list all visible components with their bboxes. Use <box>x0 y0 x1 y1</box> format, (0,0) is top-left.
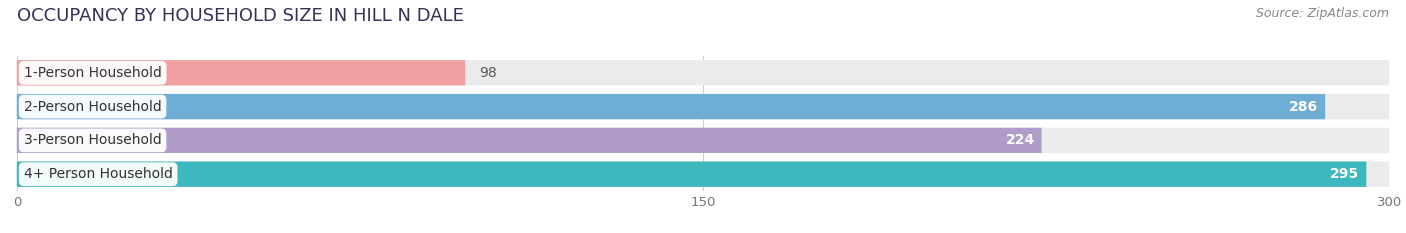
Text: 286: 286 <box>1289 99 1319 114</box>
FancyBboxPatch shape <box>17 128 1042 153</box>
Text: 2-Person Household: 2-Person Household <box>24 99 162 114</box>
FancyBboxPatch shape <box>17 128 1389 153</box>
FancyBboxPatch shape <box>17 60 465 86</box>
Text: 3-Person Household: 3-Person Household <box>24 133 162 147</box>
FancyBboxPatch shape <box>17 60 1389 86</box>
Text: 1-Person Household: 1-Person Household <box>24 66 162 80</box>
Text: 295: 295 <box>1330 167 1360 181</box>
Text: Source: ZipAtlas.com: Source: ZipAtlas.com <box>1256 7 1389 20</box>
FancyBboxPatch shape <box>17 94 1326 119</box>
Text: 4+ Person Household: 4+ Person Household <box>24 167 173 181</box>
FancyBboxPatch shape <box>17 161 1367 187</box>
FancyBboxPatch shape <box>17 94 1389 119</box>
Text: 224: 224 <box>1005 133 1035 147</box>
Text: OCCUPANCY BY HOUSEHOLD SIZE IN HILL N DALE: OCCUPANCY BY HOUSEHOLD SIZE IN HILL N DA… <box>17 7 464 25</box>
FancyBboxPatch shape <box>17 161 1389 187</box>
Text: 98: 98 <box>479 66 496 80</box>
